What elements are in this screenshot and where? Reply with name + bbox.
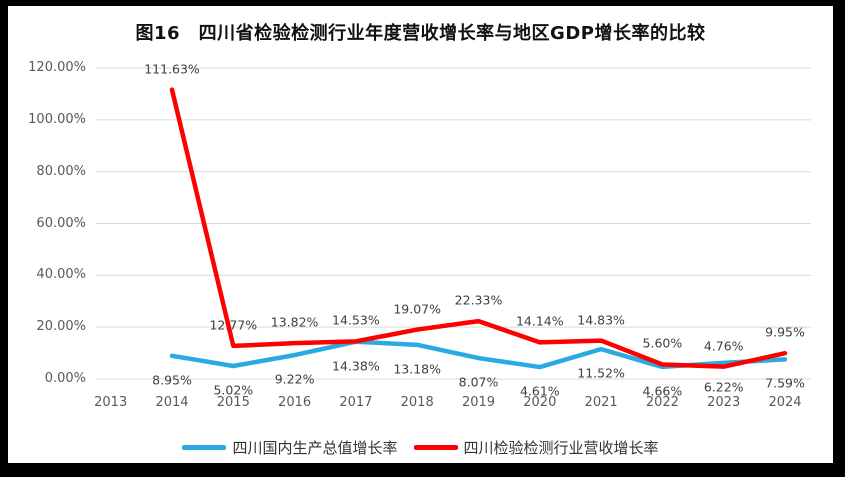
industry-line-swatch — [413, 445, 458, 450]
legend-item-industry-revenue-growth: 四川检验检测行业营收增长率 — [413, 437, 659, 458]
plot-area — [96, 67, 811, 380]
series-line-1 — [169, 87, 788, 369]
legend-item-gdp-growth: 四川国内生产总值增长率 — [182, 437, 398, 458]
chart-title: 图16 四川省检验检测行业年度营收增长率与地区GDP增长率的比较 — [135, 23, 706, 44]
legend-label-gdp: 四川国内生产总值增长率 — [232, 439, 398, 457]
gdp-line-swatch — [182, 445, 227, 450]
chart-canvas: 图16 四川省检验检测行业年度营收增长率与地区GDP增长率的比较 120.00%… — [8, 6, 833, 463]
legend: 四川国内生产总值增长率 四川检验检测行业营收增长率 — [8, 437, 833, 458]
legend-label-industry: 四川检验检测行业营收增长率 — [463, 439, 659, 457]
